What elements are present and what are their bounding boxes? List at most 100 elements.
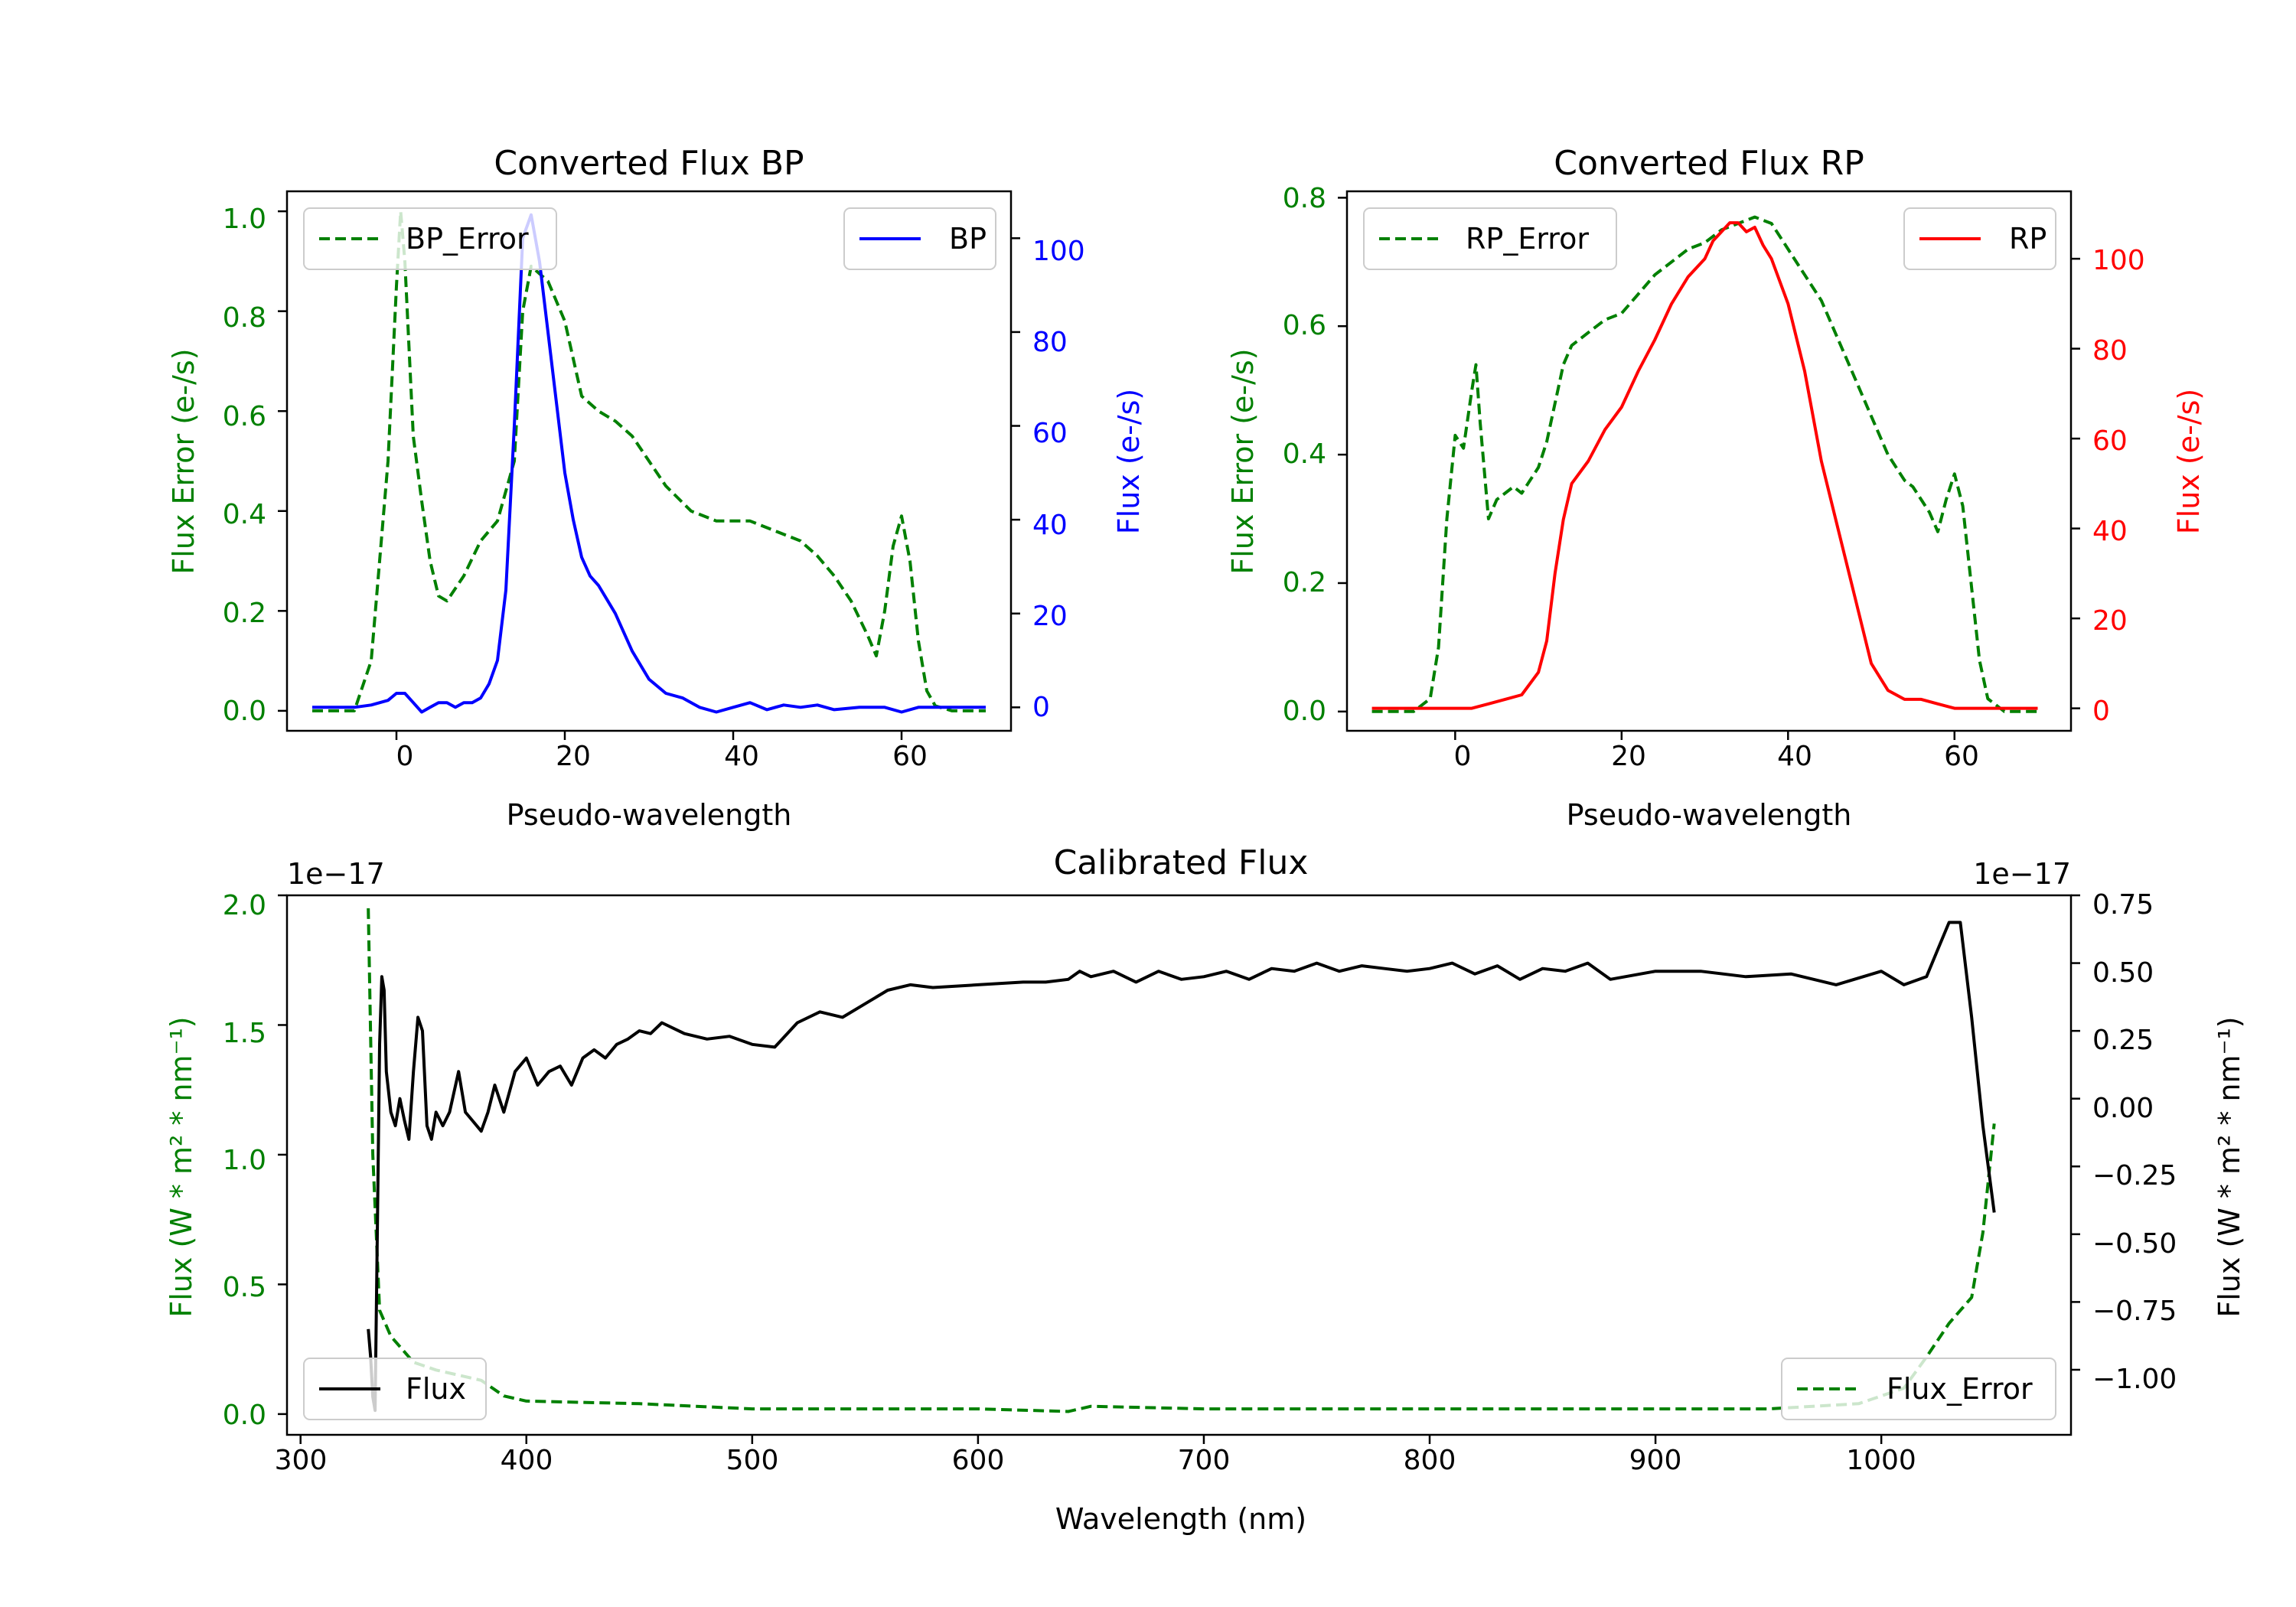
rp-title: Converted Flux RP [1554, 144, 1864, 183]
bp-ytick-right-label: 80 [1032, 327, 1068, 358]
bp-ytick-left-label: 1.0 [223, 204, 266, 235]
cal-xtick-label: 500 [726, 1445, 779, 1476]
bp-legend-right: BP [843, 207, 996, 270]
cal-ytick-right-label: 0.75 [2092, 889, 2154, 921]
rp-ytick-right-label: 60 [2092, 425, 2128, 457]
series-line-bp-error [312, 210, 986, 712]
cal-ytick-right-label: 0.50 [2092, 957, 2154, 989]
bp-ytick-left-label: 0.6 [223, 401, 266, 432]
rp-ytick-left-label: 0.4 [1283, 438, 1326, 470]
cal-ytick-right-label: −0.75 [2092, 1296, 2177, 1327]
cal-ytick-right-label: −0.50 [2092, 1228, 2177, 1260]
rp-legend-right: RP [1903, 207, 2056, 270]
cal-ytick-left-label: 0.0 [223, 1400, 266, 1431]
bp-legend-left: BP_Error [303, 207, 557, 270]
rp-ytick-left-label: 0.2 [1283, 567, 1326, 598]
cal-xtick-label: 400 [501, 1445, 553, 1476]
legend-box [1781, 1358, 2056, 1420]
legend-box [1363, 207, 1617, 270]
cal-yticks-left: 0.0 0.5 1.0 1.5 2.0 [223, 890, 266, 1431]
cal-xtick-label: 800 [1404, 1445, 1456, 1476]
cal-offset-right: 1e−17 [1973, 857, 2071, 891]
bp-subplot: Converted Flux BP 0 20 40 60 0.0 0.2 0.4… [167, 144, 1146, 832]
rp-ytick-right-label: 20 [2092, 605, 2128, 637]
cal-legend-left: Flux [303, 1358, 487, 1420]
bp-xlabel: Pseudo-wavelength [507, 798, 792, 832]
rp-frame [1345, 190, 2073, 732]
legend-label: Flux [406, 1372, 466, 1406]
cal-offset-left: 1e−17 [287, 857, 385, 891]
bp-title: Converted Flux BP [494, 144, 804, 183]
cal-ytick-left-label: 1.5 [223, 1018, 266, 1049]
rp-plot-area [1338, 197, 2080, 740]
rp-subplot: Converted Flux RP 0 20 40 60 0.0 0.2 0.4… [1226, 144, 2206, 832]
rp-xtick-label: 0 [1454, 741, 1472, 772]
bp-ytick-right-label: 60 [1032, 418, 1068, 449]
rp-ytick-left-label: 0.0 [1283, 696, 1326, 727]
bp-ytick-left-label: 0.2 [223, 598, 266, 629]
rp-xticks: 0 20 40 60 [1454, 741, 1979, 772]
bp-xtick-label: 20 [556, 741, 591, 772]
legend-label: RP_Error [1466, 222, 1589, 256]
rp-legend-left: RP_Error [1363, 207, 1617, 270]
bp-xticks: 0 20 40 60 [396, 741, 928, 772]
rp-ytick-left-label: 0.8 [1283, 183, 1326, 214]
cal-xtick-label: 900 [1629, 1445, 1682, 1476]
bp-ytick-left-label: 0.0 [223, 696, 266, 727]
legend-label: BP_Error [406, 222, 529, 256]
rp-ytick-left-label: 0.6 [1283, 310, 1326, 341]
cal-ytick-left-label: 0.5 [223, 1272, 266, 1303]
legend-box [303, 1358, 487, 1420]
legend-label: Flux_Error [1887, 1372, 2033, 1406]
cal-xtick-label: 300 [275, 1445, 328, 1476]
rp-yticks-right: 0 20 40 60 80 100 [2092, 245, 2145, 727]
series-line-flux [367, 921, 1996, 1413]
rp-ytick-right-label: 0 [2092, 696, 2110, 727]
bp-ytick-left-label: 0.8 [223, 302, 266, 334]
rp-ytick-right-label: 80 [2092, 335, 2128, 367]
cal-legend-right: Flux_Error [1781, 1358, 2056, 1420]
cal-ytick-right-label: −0.25 [2092, 1160, 2177, 1191]
series-line-rp [1371, 221, 2038, 710]
cal-ylabel-right: Flux (W * m² * nm⁻¹) [2213, 1016, 2246, 1317]
rp-ytick-right-label: 100 [2092, 245, 2145, 276]
cal-xtick-label: 600 [952, 1445, 1005, 1476]
bp-frame [285, 190, 1013, 732]
cal-xtick-label: 700 [1178, 1445, 1231, 1476]
cal-xticks: 300 400 500 600 700 800 900 1000 [275, 1445, 1916, 1476]
cal-ytick-right-label: 0.25 [2092, 1025, 2154, 1056]
bp-ylabel-left: Flux Error (e-/s) [167, 348, 201, 574]
cal-ytick-right-label: −1.00 [2092, 1364, 2177, 1395]
rp-ytick-right-label: 40 [2092, 516, 2128, 547]
legend-label: RP [2009, 222, 2047, 256]
cal-ytick-left-label: 2.0 [223, 890, 266, 921]
rp-xtick-label: 60 [1944, 741, 1979, 772]
rp-xlabel: Pseudo-wavelength [1567, 798, 1852, 832]
rp-ylabel-left: Flux Error (e-/s) [1226, 348, 1260, 574]
rp-yticks-left: 0.0 0.2 0.4 0.6 0.8 [1283, 183, 1326, 727]
rp-xtick-label: 40 [1777, 741, 1812, 772]
rp-ylabel-right: Flux (e-/s) [2172, 389, 2206, 534]
cal-yticks-right: −1.00 −0.75 −0.50 −0.25 0.00 0.25 0.50 0… [2092, 889, 2177, 1395]
series-line-rp-error [1371, 215, 2038, 713]
cal-subplot: Calibrated Flux 1e−17 1e−17 300 400 500 … [165, 843, 2246, 1536]
bp-plot-area [278, 210, 1020, 740]
bp-xtick-label: 0 [396, 741, 414, 772]
bp-yticks-right: 0 20 40 60 80 100 [1032, 236, 1085, 723]
cal-xtick-label: 1000 [1846, 1445, 1916, 1476]
bp-ytick-right-label: 40 [1032, 510, 1068, 541]
cal-ytick-right-label: 0.00 [2092, 1093, 2154, 1124]
rp-xtick-label: 20 [1611, 741, 1646, 772]
bp-yticks-left: 0.0 0.2 0.4 0.6 0.8 1.0 [223, 204, 266, 727]
bp-xtick-label: 60 [892, 741, 928, 772]
legend-box [303, 207, 557, 270]
bp-ytick-right-label: 100 [1032, 236, 1085, 267]
cal-frame [285, 894, 2073, 1436]
bp-ytick-left-label: 0.4 [223, 499, 266, 530]
bp-ylabel-right: Flux (e-/s) [1112, 389, 1146, 534]
legend-label: BP [949, 222, 987, 256]
bp-ytick-right-label: 0 [1032, 692, 1050, 723]
cal-ylabel-left: Flux (W * m² * nm⁻¹) [165, 1016, 198, 1317]
cal-xlabel: Wavelength (nm) [1055, 1502, 1306, 1536]
